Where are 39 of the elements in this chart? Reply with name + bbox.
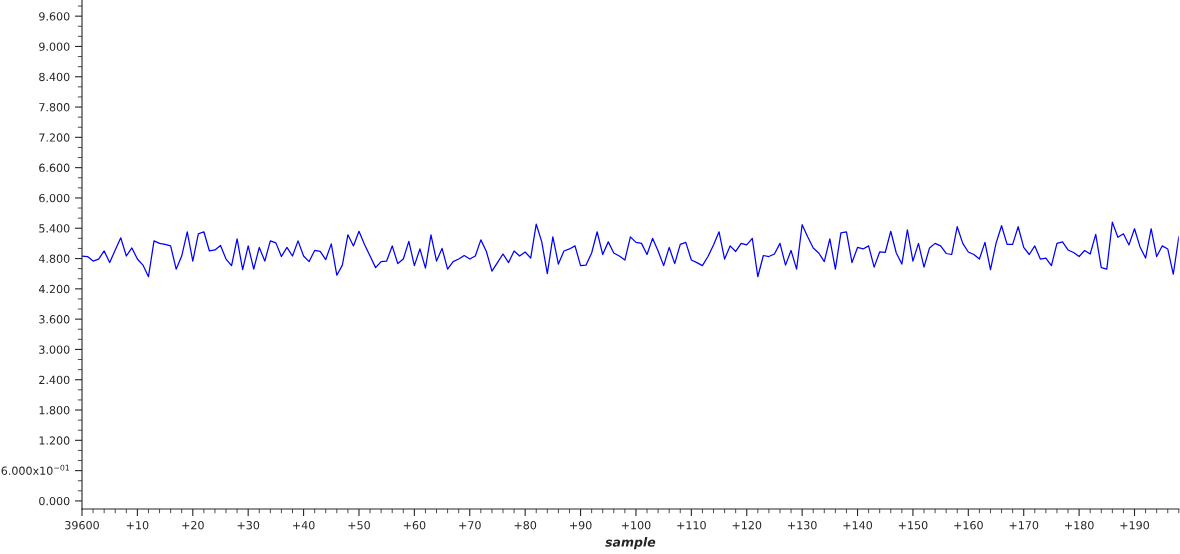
x-tick-label: +130 — [788, 521, 817, 530]
y-tick-label: 2.400 — [39, 375, 70, 385]
x-tick-label: +10 — [126, 521, 149, 530]
y-tick-label: 5.400 — [39, 224, 70, 233]
x-tick-label: 39600 — [65, 521, 99, 530]
x-tick-label: +40 — [293, 521, 315, 530]
x-tick-label: +120 — [732, 521, 762, 530]
x-tick-label: +170 — [1009, 521, 1039, 530]
x-tick-label: +100 — [621, 521, 651, 530]
x-tick-label: +180 — [1065, 521, 1094, 530]
y-tick-label: 7.800 — [39, 103, 70, 112]
y-tick-label: 6.600 — [39, 163, 70, 173]
x-tick-label: +110 — [677, 521, 706, 530]
y-tick-label: 9.000 — [39, 42, 70, 51]
y-tick-label: 3.000 — [39, 345, 70, 354]
y-tick-label: 6.000x10$^{−01}$ — [1, 464, 70, 475]
y-tick-label: 7.200 — [39, 133, 70, 142]
x-tick-label: +140 — [843, 521, 873, 530]
y-tick-label: 9.600 — [39, 12, 70, 21]
y-tick-label: 1.200 — [39, 436, 70, 445]
x-tick-label: +90 — [570, 521, 592, 530]
y-tick-label: 0.000 — [39, 496, 70, 506]
x-tick-label: +150 — [898, 521, 928, 530]
y-tick-label: 6.000 — [39, 193, 70, 203]
x-tick-label: +30 — [237, 521, 260, 530]
y-tick-label: 8.400 — [39, 72, 70, 82]
y-tick-label: 4.800 — [38, 254, 70, 263]
x-tick-label: +160 — [954, 521, 983, 530]
line-series — [82, 221, 1179, 278]
y-tick-label: 3.600 — [39, 315, 70, 324]
x-tick-label: +190 — [1120, 521, 1150, 530]
x-tick-label: +70 — [459, 521, 481, 530]
y-tick-label: 4.200 — [38, 284, 70, 294]
y-tick-label: 1.800 — [39, 406, 70, 415]
x-axis-title: sample — [605, 537, 656, 550]
x-tick-label: +50 — [348, 521, 370, 530]
x-tick-label: +80 — [514, 521, 537, 530]
x-tick-label: +60 — [403, 521, 426, 530]
x-tick-label: +20 — [182, 521, 204, 530]
